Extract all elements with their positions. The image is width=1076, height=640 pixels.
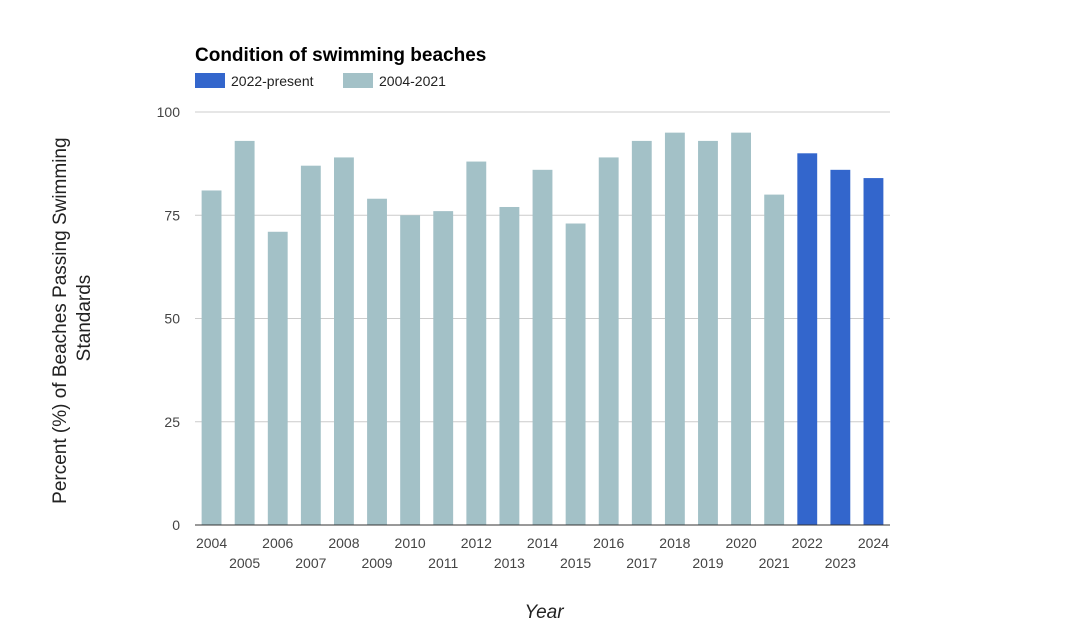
bar-2012 [466, 161, 487, 525]
bar-2020 [731, 132, 751, 525]
bar-2004 [201, 190, 222, 525]
legend-label-2022-present: 2022-present [231, 73, 314, 89]
x-tick-label-2007: 2007 [295, 555, 326, 571]
bar-2023 [830, 169, 851, 525]
y-tick-label-75: 75 [164, 207, 180, 223]
x-tick-label-2022: 2022 [792, 535, 823, 551]
x-tick-label-2016: 2016 [593, 535, 624, 551]
x-tick-label-2005: 2005 [229, 555, 260, 571]
y-tick-label-100: 100 [157, 104, 181, 120]
bar-2005 [234, 140, 255, 525]
bar-2016 [598, 157, 619, 525]
x-tick-label-2021: 2021 [759, 555, 790, 571]
x-axis-label: Year [524, 602, 564, 623]
bar-2022 [797, 153, 818, 526]
x-tick-label-2006: 2006 [262, 535, 293, 551]
x-tick-label-2010: 2010 [395, 535, 426, 551]
y-tick-label-50: 50 [164, 311, 180, 327]
bar-2024 [863, 178, 884, 525]
y-tick-label-25: 25 [164, 414, 180, 430]
bar-2021 [764, 194, 785, 525]
x-tick-label-2004: 2004 [196, 535, 227, 551]
bar-2017 [631, 140, 652, 525]
bar-2010 [400, 215, 421, 525]
bar-2014 [532, 169, 553, 525]
bar-2018 [664, 132, 685, 525]
x-tick-label-2012: 2012 [461, 535, 492, 551]
x-tick-label-2020: 2020 [725, 535, 756, 551]
bar-2008 [334, 157, 354, 525]
y-tick-label-0: 0 [172, 517, 180, 533]
bar-2006 [267, 231, 288, 525]
x-tick-label-2018: 2018 [659, 535, 690, 551]
bars [201, 132, 884, 526]
x-tick-label-2015: 2015 [560, 555, 591, 571]
x-tick-label-2017: 2017 [626, 555, 657, 571]
x-tick-label-2011: 2011 [428, 555, 458, 571]
legend-swatch-2022-present [195, 73, 225, 88]
legend-swatch-2004-2021 [343, 73, 373, 88]
x-tick-label-2014: 2014 [527, 535, 558, 551]
x-tick-label-2008: 2008 [328, 535, 359, 551]
bar-2013 [499, 206, 520, 526]
bar-2011 [433, 211, 454, 525]
x-tick-label-2023: 2023 [825, 555, 856, 571]
bar-2007 [300, 165, 321, 525]
x-axis-ticks: 2004200520062007200820092010201120122013… [196, 535, 889, 571]
x-tick-label-2024: 2024 [858, 535, 889, 551]
bar-2019 [698, 140, 718, 525]
y-axis-ticks: 0 25 50 75 100 [157, 104, 181, 533]
bar-2015 [565, 223, 586, 525]
y-axis-label: Percent (%) of Beaches Passing Swimming … [50, 132, 95, 504]
chart-title: Condition of swimming beaches [195, 45, 486, 66]
y-axis-label-line-1: Percent (%) of Beaches Passing Swimming [50, 137, 71, 503]
bar-2009 [367, 198, 387, 526]
x-tick-label-2013: 2013 [494, 555, 525, 571]
x-tick-label-2009: 2009 [361, 555, 392, 571]
legend: 2022-present 2004-2021 [195, 73, 446, 89]
y-axis-label-line-2: Standards [74, 275, 95, 362]
legend-label-2004-2021: 2004-2021 [379, 73, 446, 89]
x-tick-label-2019: 2019 [692, 555, 723, 571]
